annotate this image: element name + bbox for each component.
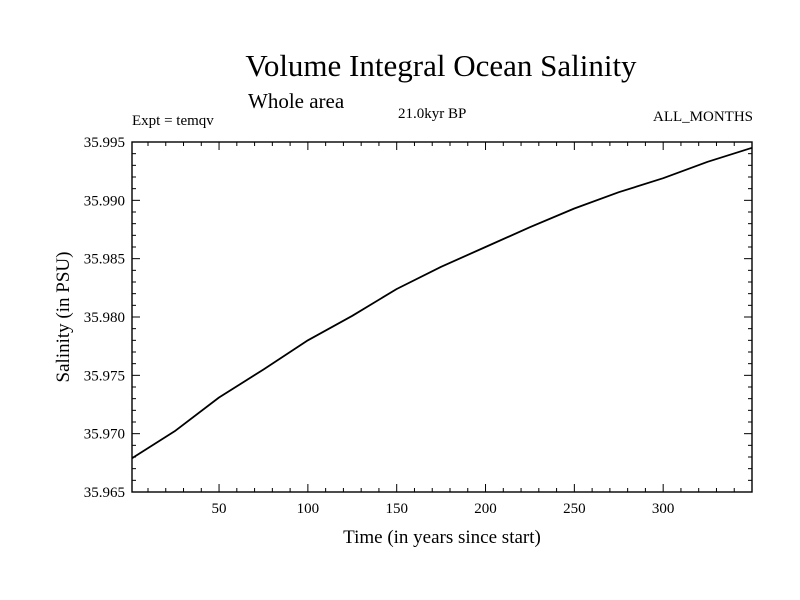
y-axis-label: Salinity (in PSU): [53, 252, 74, 383]
y-tick-label: 35.995: [84, 135, 125, 151]
x-tick-label: 250: [563, 501, 586, 517]
y-tick-label: 35.965: [84, 485, 125, 501]
x-tick-label: 300: [652, 501, 675, 517]
chart-title: Volume Integral Ocean Salinity: [245, 48, 637, 83]
x-tick-label: 100: [297, 501, 320, 517]
x-axis-label: Time (in years since start): [343, 527, 541, 548]
y-tick-label: 35.980: [84, 310, 125, 326]
y-tick-label: 35.975: [84, 368, 125, 384]
months-label: ALL_MONTHS: [653, 109, 753, 125]
plot-frame: [131, 141, 753, 493]
y-tick-label: 35.970: [84, 427, 125, 443]
experiment-label: Expt = temqv: [132, 113, 214, 129]
chart-subtitle: Whole area: [248, 89, 345, 113]
x-tick-label: 200: [474, 501, 497, 517]
x-tick-label: 50: [212, 501, 227, 517]
y-tick-label: 35.985: [84, 252, 125, 268]
x-tick-label: 150: [385, 501, 408, 517]
period-label: 21.0kyr BP: [398, 106, 467, 122]
salinity-series-line: [131, 146, 753, 459]
y-tick-label: 35.990: [84, 193, 125, 209]
